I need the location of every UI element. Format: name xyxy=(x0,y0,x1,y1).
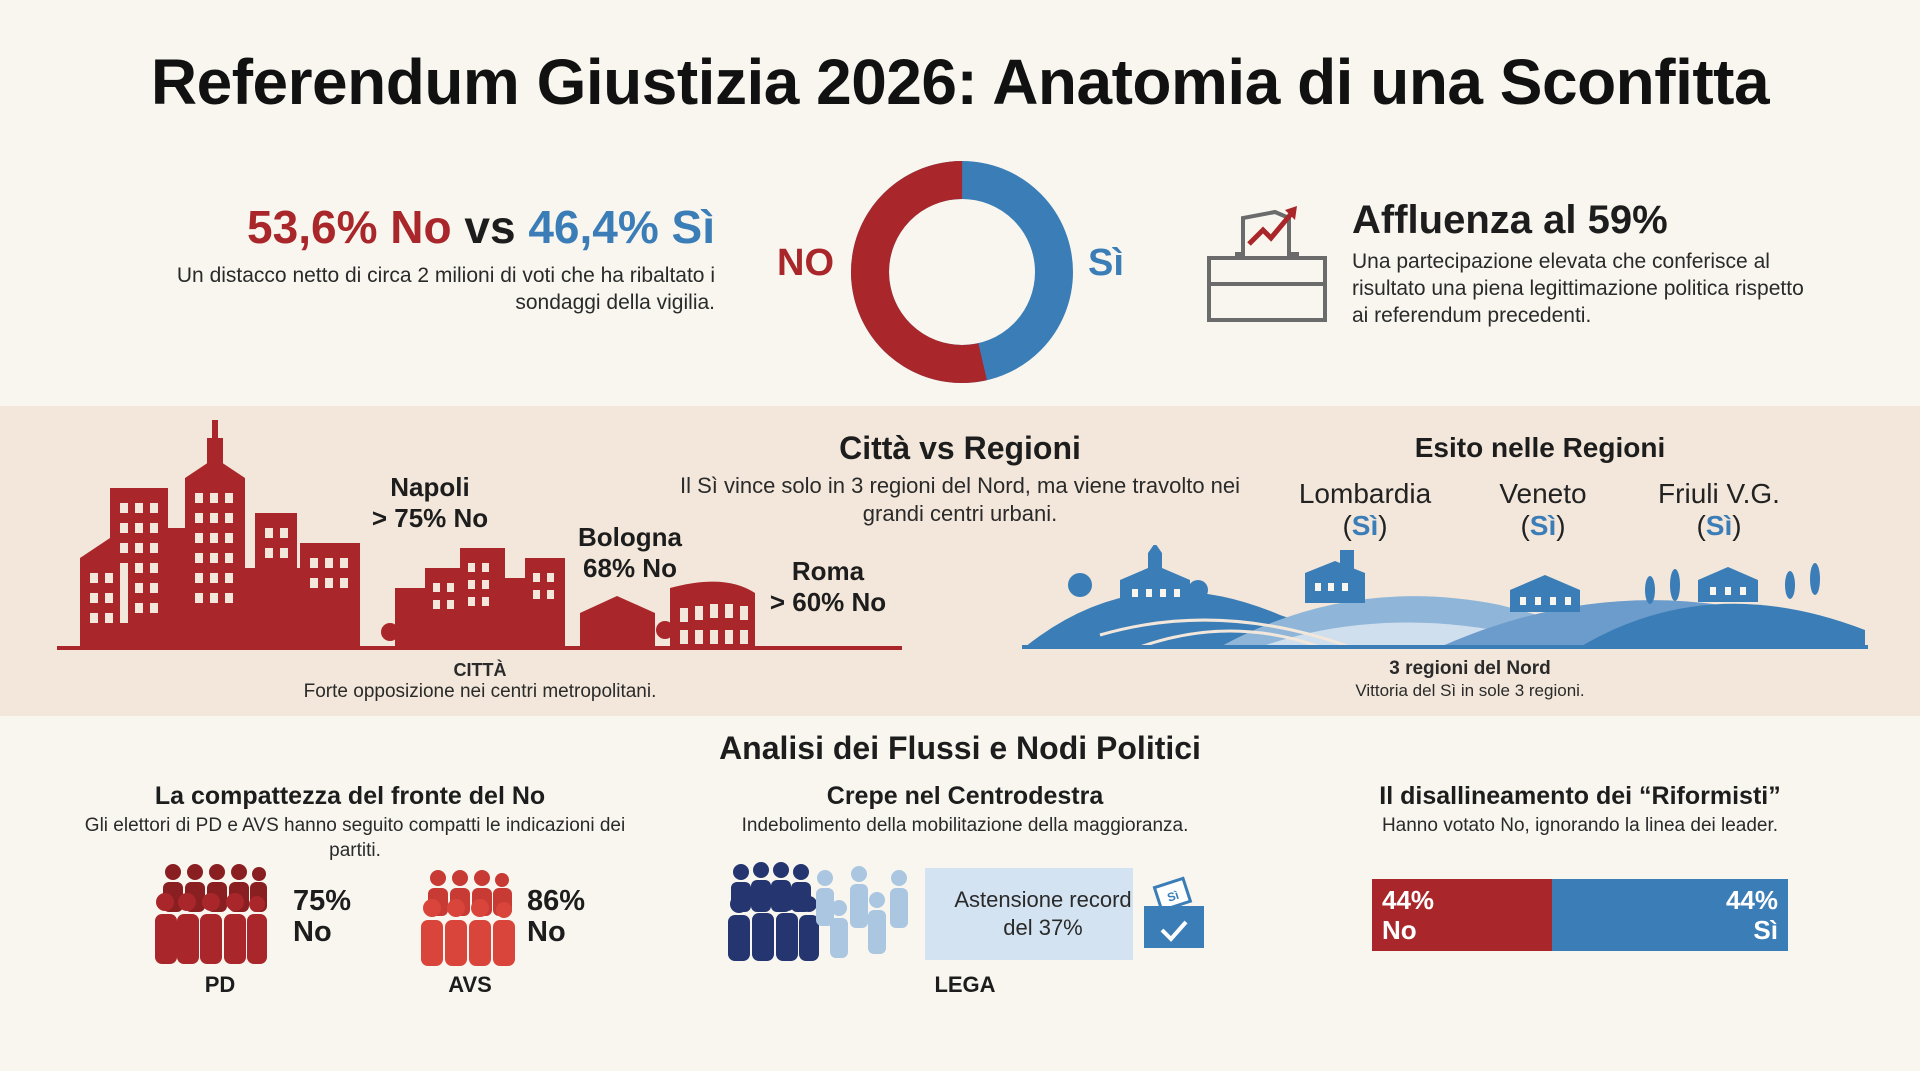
cities-section-text: Il Sì vince solo in 3 regioni del Nord, … xyxy=(679,473,1241,526)
result-donut-chart xyxy=(850,161,1073,383)
region-friuli: Friuli V.G. (Sì) xyxy=(1644,478,1794,542)
city-roma: Roma > 60% No xyxy=(738,556,918,618)
flows-title: Analisi dei Flussi e Nodi Politici xyxy=(719,730,1201,766)
page-title: Referendum Giustizia 2026: Anatomia di u… xyxy=(150,46,1770,118)
avs-voters-icon xyxy=(421,870,515,966)
region-veneto-name: Veneto xyxy=(1499,478,1587,509)
regions-caption-title: 3 regioni del Nord xyxy=(1389,658,1551,679)
region-lombardia-si: Sì xyxy=(1351,510,1379,541)
donut-no-label: NO xyxy=(777,242,834,284)
cities-section-title: Città vs Regioni xyxy=(839,430,1081,466)
regions-hills-illustration xyxy=(1022,545,1868,649)
flows-center-title: Crepe nel Centrodestra xyxy=(826,782,1104,810)
city-bologna: Bologna 68% No xyxy=(540,522,720,584)
ballot-box-trend-icon xyxy=(1207,206,1327,322)
avs-vote: No xyxy=(527,916,566,948)
avs-pct: 86% xyxy=(527,885,586,917)
riformisti-no-pct: 44% xyxy=(1382,885,1435,915)
regions-caption-text: Vittoria del Sì in sole 3 regioni. xyxy=(1355,681,1585,700)
region-veneto-si: Sì xyxy=(1529,510,1557,541)
region-lombardia-name: Lombardia xyxy=(1298,478,1432,509)
cities-caption-text: Forte opposizione nei centri metropolita… xyxy=(303,681,657,702)
pd-vote: No xyxy=(293,916,332,948)
region-veneto-result: (Sì) xyxy=(1520,510,1566,541)
city-bologna-value: 68% No xyxy=(583,553,677,583)
cities-caption-title: CITTÀ xyxy=(453,660,507,680)
city-napoli-value: > 75% No xyxy=(371,503,489,533)
pd-stat: 75% No xyxy=(293,886,351,948)
riformisti-si-segment: 44% Sì xyxy=(1551,879,1788,951)
donut-si-label: Sì xyxy=(1088,242,1124,284)
region-friuli-name: Friuli V.G. xyxy=(1658,478,1780,509)
city-napoli: Napoli > 75% No xyxy=(340,472,520,534)
abstention-box xyxy=(925,868,1133,960)
avs-label: AVS xyxy=(448,972,492,997)
region-lombardia-result: (Sì) xyxy=(1342,510,1388,541)
flows-center-text: Indebolimento della mobilitazione della … xyxy=(741,815,1189,836)
vs-text: vs xyxy=(464,201,516,253)
city-roma-value: > 60% No xyxy=(769,587,887,617)
city-roma-name: Roma xyxy=(791,556,865,586)
no-result: 53,6% No xyxy=(247,201,452,253)
result-subtitle: Un distacco netto di circa 2 milioni di … xyxy=(176,264,715,314)
lega-voters-icon xyxy=(728,862,908,961)
avs-stat: 86% No xyxy=(527,886,585,948)
ballot-check-icon: Sì xyxy=(1144,876,1204,948)
region-friuli-si: Sì xyxy=(1705,510,1733,541)
result-headline: 53,6% No vs 46,4% Sì xyxy=(160,200,715,254)
pd-pct: 75% xyxy=(293,885,352,917)
riformisti-no-label: No xyxy=(1382,915,1417,945)
riformisti-bar: 44% No 44% Sì xyxy=(1372,879,1788,951)
city-bologna-name: Bologna xyxy=(578,522,682,552)
abstention-text: Astensione record del 37% xyxy=(954,887,1132,940)
pd-label: PD xyxy=(204,972,236,997)
riformisti-si-stat: 44% Sì xyxy=(1726,885,1778,945)
region-lombardia: Lombardia (Sì) xyxy=(1290,478,1440,542)
turnout-text: Una partecipazione elevata che conferisc… xyxy=(1352,250,1804,327)
svg-text:Sì: Sì xyxy=(1165,888,1180,905)
flows-left-text: Gli elettori di PD e AVS hanno seguito c… xyxy=(84,815,626,861)
city-napoli-name: Napoli xyxy=(390,472,470,502)
si-result: 46,4% Sì xyxy=(528,201,715,253)
region-veneto: Veneto (Sì) xyxy=(1468,478,1618,542)
flows-right-title: Il disallineamento dei “Riformisti” xyxy=(1379,782,1781,810)
turnout-title: Affluenza al 59% xyxy=(1352,198,1668,242)
city-skyline-illustration xyxy=(57,420,902,650)
riformisti-si-label: Sì xyxy=(1753,915,1778,945)
flows-right-text: Hanno votato No, ignorando la linea dei … xyxy=(1381,815,1779,836)
riformisti-no-segment: 44% No xyxy=(1372,879,1552,951)
riformisti-no-stat: 44% No xyxy=(1382,885,1434,945)
pd-voters-icon xyxy=(155,864,267,964)
riformisti-si-pct: 44% xyxy=(1725,885,1778,915)
lega-label: LEGA xyxy=(934,972,996,997)
donut-no-arc xyxy=(850,161,1073,383)
regions-title: Esito nelle Regioni xyxy=(1414,432,1666,463)
region-friuli-result: (Sì) xyxy=(1696,510,1742,541)
flows-left-title: La compattezza del fronte del No xyxy=(154,782,546,810)
